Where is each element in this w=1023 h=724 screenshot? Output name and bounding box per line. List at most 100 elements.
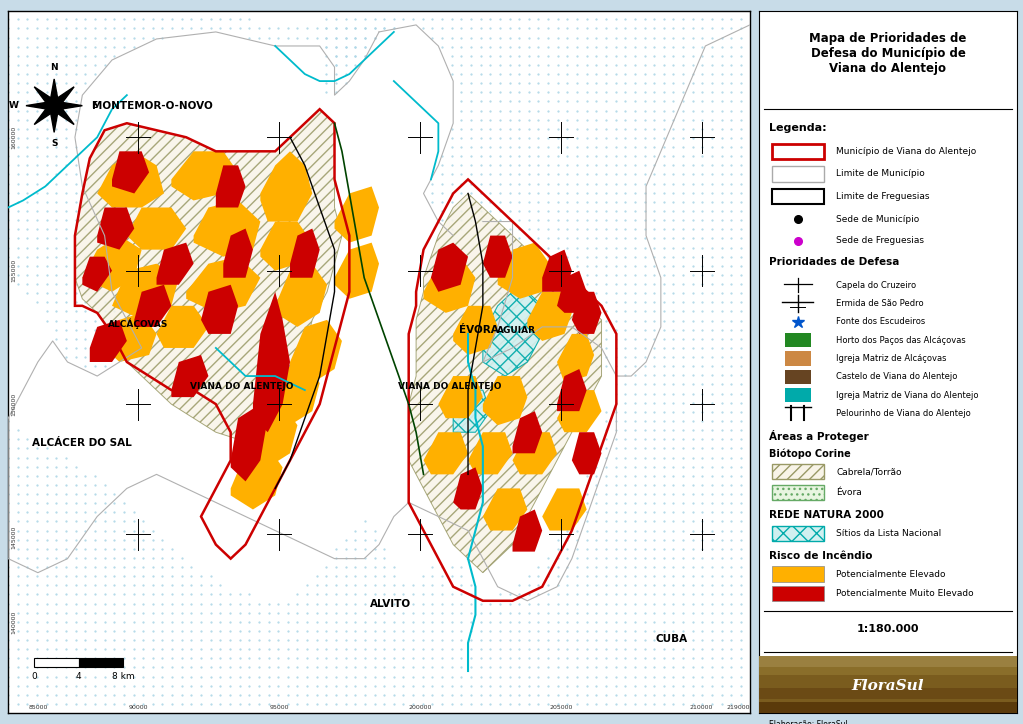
Polygon shape — [572, 292, 602, 334]
Polygon shape — [483, 292, 542, 376]
Text: Biótopo Corine: Biótopo Corine — [769, 448, 851, 459]
Polygon shape — [97, 208, 134, 250]
Polygon shape — [557, 390, 602, 432]
Text: Mapa de Prioridades de
Defesa do Município de
Viana do Alentejo: Mapa de Prioridades de Defesa do Municíp… — [809, 32, 967, 75]
Text: Évora: Évora — [837, 488, 862, 497]
Text: CUBA: CUBA — [656, 634, 688, 644]
Text: Capela do Cruzeiro: Capela do Cruzeiro — [837, 281, 917, 290]
Polygon shape — [453, 468, 483, 510]
Polygon shape — [335, 186, 380, 243]
Bar — [772, 188, 824, 204]
Bar — [785, 388, 810, 402]
Text: MONTEMOR-O-NOVO: MONTEMOR-O-NOVO — [92, 101, 213, 111]
Text: 145000: 145000 — [11, 526, 16, 550]
Text: FloraSul: FloraSul — [852, 679, 924, 693]
Polygon shape — [134, 285, 172, 327]
Text: AGUIAR: AGUIAR — [497, 326, 536, 335]
Text: Elaboração: FloraSul: Elaboração: FloraSul — [769, 720, 848, 724]
Polygon shape — [431, 243, 469, 292]
Text: 95000: 95000 — [269, 704, 288, 710]
Polygon shape — [26, 79, 82, 132]
Polygon shape — [335, 243, 380, 299]
Bar — [79, 658, 123, 668]
Polygon shape — [469, 432, 513, 474]
Text: 85000: 85000 — [29, 704, 47, 710]
Polygon shape — [201, 285, 238, 334]
Text: 150000: 150000 — [11, 392, 16, 416]
Text: Fonte dos Escudeiros: Fonte dos Escudeiros — [837, 317, 926, 327]
Text: Sistema de Coordenadas Militares
Projecção de Gauss - Kruger,
Elipsóide Internac: Sistema de Coordenadas Militares Projecç… — [769, 662, 900, 710]
Bar — [772, 566, 824, 582]
Polygon shape — [275, 264, 327, 327]
Bar — [759, 688, 1017, 699]
Text: VIANA DO ALENTEJO: VIANA DO ALENTEJO — [398, 382, 501, 391]
Polygon shape — [424, 432, 469, 474]
Bar — [759, 674, 1017, 685]
Polygon shape — [542, 489, 587, 531]
Polygon shape — [216, 165, 246, 208]
Polygon shape — [528, 292, 572, 341]
Polygon shape — [424, 257, 476, 313]
Text: Áreas a Proteger: Áreas a Proteger — [769, 430, 870, 442]
Polygon shape — [557, 271, 587, 313]
Polygon shape — [82, 235, 141, 292]
Polygon shape — [513, 510, 542, 552]
Polygon shape — [113, 151, 149, 193]
Text: Risco de Incêndio: Risco de Incêndio — [769, 551, 873, 561]
Text: 140000: 140000 — [11, 610, 16, 634]
Text: ALCÁÇOVAS: ALCÁÇOVAS — [107, 318, 168, 329]
Polygon shape — [513, 432, 557, 474]
Text: Limite de Município: Limite de Município — [837, 169, 925, 178]
Text: N: N — [50, 63, 58, 72]
Bar — [759, 702, 1017, 713]
Text: Potencialmente Elevado: Potencialmente Elevado — [837, 570, 946, 578]
Bar — [785, 333, 810, 348]
Polygon shape — [82, 257, 113, 292]
Text: E: E — [91, 101, 97, 110]
Polygon shape — [498, 243, 549, 299]
Polygon shape — [513, 411, 542, 453]
Polygon shape — [172, 355, 209, 397]
Text: Igreja Matriz de Alcáçovas: Igreja Matriz de Alcáçovas — [837, 354, 947, 363]
Bar — [34, 658, 79, 668]
Text: 200000: 200000 — [408, 704, 432, 710]
Bar — [759, 656, 1017, 668]
Polygon shape — [231, 404, 268, 481]
Polygon shape — [157, 243, 193, 285]
Polygon shape — [483, 489, 528, 531]
Polygon shape — [172, 151, 238, 201]
Bar — [785, 351, 810, 366]
Bar — [772, 166, 824, 182]
Text: ALVITO: ALVITO — [369, 599, 410, 610]
Text: 4: 4 — [76, 672, 82, 681]
Polygon shape — [261, 151, 312, 222]
Polygon shape — [409, 193, 602, 573]
Text: S: S — [51, 139, 57, 148]
Polygon shape — [90, 320, 127, 362]
Text: 1:180.000: 1:180.000 — [856, 624, 920, 634]
Polygon shape — [157, 306, 209, 348]
Polygon shape — [542, 250, 572, 292]
Polygon shape — [246, 404, 298, 468]
Text: Castelo de Viana do Alentejo: Castelo de Viana do Alentejo — [837, 372, 958, 382]
Text: Igreja Matriz de Viana do Alentejo: Igreja Matriz de Viana do Alentejo — [837, 390, 979, 400]
Polygon shape — [193, 201, 261, 257]
Text: 160000: 160000 — [11, 126, 16, 149]
Text: 155000: 155000 — [11, 259, 16, 282]
Bar — [772, 526, 824, 541]
Polygon shape — [186, 257, 261, 313]
Polygon shape — [572, 432, 602, 474]
Polygon shape — [557, 369, 587, 411]
Text: Limite de Freguesias: Limite de Freguesias — [837, 192, 930, 201]
Text: 210000: 210000 — [690, 704, 713, 710]
Polygon shape — [113, 264, 179, 320]
Text: Pelourinho de Viana do Alentejo: Pelourinho de Viana do Alentejo — [837, 409, 971, 418]
Polygon shape — [75, 109, 342, 439]
Polygon shape — [483, 235, 513, 278]
Text: 90000: 90000 — [128, 704, 147, 710]
Polygon shape — [557, 334, 594, 383]
Text: 219000: 219000 — [727, 704, 751, 710]
Bar — [785, 370, 810, 384]
Text: ALCÁCER DO SAL: ALCÁCER DO SAL — [33, 438, 132, 447]
Polygon shape — [231, 446, 282, 510]
